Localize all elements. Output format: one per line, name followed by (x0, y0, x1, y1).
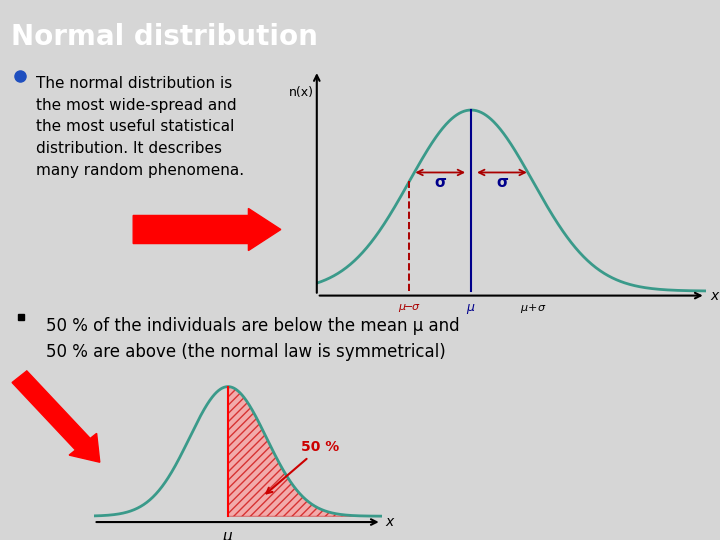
Text: $\mu$: $\mu$ (222, 530, 233, 540)
Polygon shape (228, 387, 382, 516)
Text: σ: σ (434, 175, 446, 190)
Text: 50 %: 50 % (266, 440, 339, 494)
Text: x: x (711, 288, 719, 302)
Text: The normal distribution is
the most wide-spread and
the most useful statistical
: The normal distribution is the most wide… (36, 76, 244, 178)
Text: Normal distribution: Normal distribution (11, 23, 318, 51)
FancyArrow shape (133, 208, 281, 251)
Text: $\mu$: $\mu$ (467, 302, 476, 316)
Text: 50 % of the individuals are below the mean μ and
50 % are above (the normal law : 50 % of the individuals are below the me… (46, 318, 459, 361)
Text: $\mu\!+\!\sigma$: $\mu\!+\!\sigma$ (520, 302, 546, 315)
Text: σ: σ (496, 175, 508, 190)
FancyArrow shape (12, 371, 100, 462)
Text: x: x (385, 515, 394, 529)
Text: $\mu\!\!-\!\!\sigma$: $\mu\!\!-\!\!\sigma$ (398, 302, 421, 314)
Text: n(x): n(x) (289, 86, 314, 99)
